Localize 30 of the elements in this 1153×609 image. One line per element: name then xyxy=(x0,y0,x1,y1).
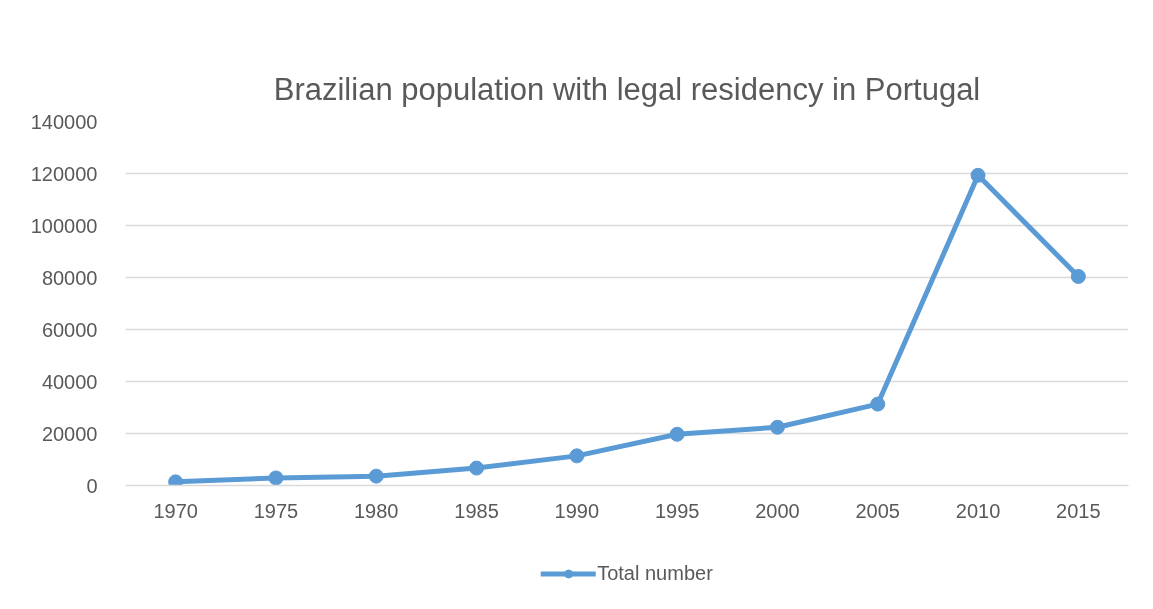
x-tick-label: 2015 xyxy=(1056,499,1101,522)
point xyxy=(669,426,685,442)
x-tick-label: 1975 xyxy=(253,499,299,522)
x-tick-label: 1990 xyxy=(554,499,600,522)
point xyxy=(368,468,384,484)
point xyxy=(569,448,585,464)
y-tick-label: 80000 xyxy=(41,266,98,289)
chart-title: Brazilian population with legal residency in Portugal xyxy=(273,71,981,107)
y-tick-label: 140000 xyxy=(30,110,98,133)
point xyxy=(1070,268,1086,284)
y-tick-label: 100000 xyxy=(30,214,98,237)
point xyxy=(769,419,785,435)
x-tick-label: 1980 xyxy=(354,499,399,522)
y-tick-label: 0 xyxy=(86,474,98,497)
x-tick-label: 2010 xyxy=(955,499,1001,522)
x-tick-label: 1995 xyxy=(654,499,700,522)
y-tick-label: 20000 xyxy=(41,422,98,445)
y-tick-label: 40000 xyxy=(41,370,98,393)
x-tick-label: 1970 xyxy=(153,499,198,522)
y-tick-label: 120000 xyxy=(30,162,98,185)
point xyxy=(870,396,886,412)
x-tick-label: 2005 xyxy=(855,499,900,522)
point xyxy=(970,167,986,183)
x-tick-label: 1985 xyxy=(454,499,499,522)
point xyxy=(168,474,184,486)
y-tick-label: 60000 xyxy=(41,318,98,341)
point xyxy=(268,470,284,486)
legend-label: Total number xyxy=(597,561,713,585)
x-tick-label: 2000 xyxy=(755,499,800,522)
point xyxy=(469,460,485,476)
